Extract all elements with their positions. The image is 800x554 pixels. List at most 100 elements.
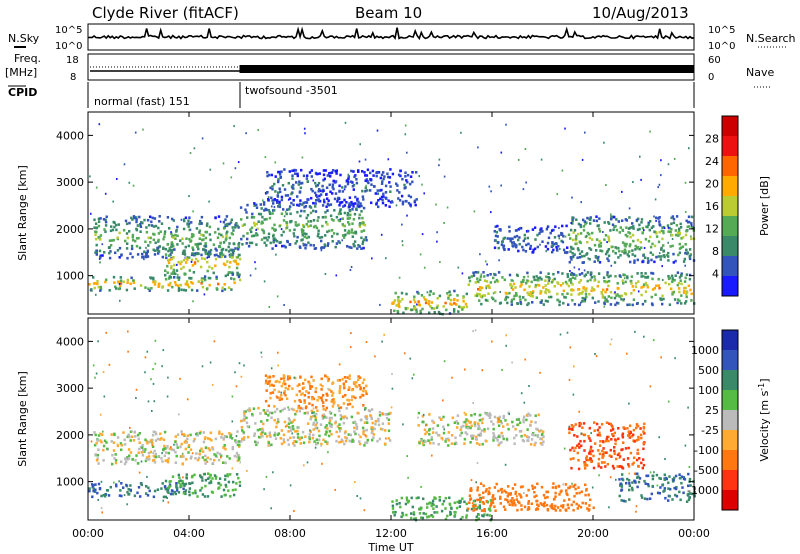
power-cell: [110, 225, 113, 228]
velocity-cell: [373, 427, 376, 431]
power-cell: [105, 215, 108, 219]
velocity-cell: [387, 418, 391, 422]
power-cell: [317, 189, 320, 193]
power-cell: [621, 228, 624, 232]
power-cell: [350, 228, 354, 231]
velocity-cell: [412, 513, 416, 516]
velocity-cell: [343, 431, 347, 435]
velocity-cell: [570, 466, 573, 470]
velocity-cell: [96, 457, 99, 460]
power-cell: [655, 255, 658, 259]
power-cell: [174, 281, 177, 284]
power-cell: [510, 300, 513, 303]
power-cell: [354, 230, 357, 234]
velocity-cell: [378, 414, 382, 417]
velocity-cell: [136, 462, 140, 465]
power-cell: [326, 209, 329, 212]
velocity-cell: [534, 441, 537, 445]
velocity-cell: [217, 458, 221, 462]
power-speck: [690, 235, 692, 238]
power-cell: [201, 257, 204, 260]
power-cell: [204, 236, 208, 240]
power-cell: [304, 201, 307, 204]
power-cell: [130, 247, 134, 251]
velocity-colorbar-segment: [722, 410, 738, 430]
power-cell: [561, 240, 565, 244]
power-cell: [682, 260, 686, 263]
power-cell: [530, 292, 533, 295]
power-speck: [579, 303, 581, 306]
power-cell: [515, 244, 518, 247]
velocity-cell: [600, 423, 604, 426]
power-cell: [200, 222, 203, 225]
power-cell: [660, 255, 663, 258]
power-cell: [324, 234, 327, 237]
power-cell: [204, 250, 207, 254]
power-cell: [453, 308, 456, 311]
power-cell: [640, 275, 643, 278]
power-cell: [135, 216, 138, 219]
power-cell: [265, 217, 268, 221]
velocity-cell: [465, 516, 468, 519]
velocity-colorbar-segment: [722, 390, 738, 410]
velocity-cell: [284, 393, 287, 397]
velocity-cell: [514, 492, 517, 496]
power-cell: [586, 216, 589, 220]
freq-series-dense: [239, 65, 694, 73]
beam-title: Beam 10: [355, 4, 422, 22]
velocity-cell: [527, 488, 530, 492]
velocity-cell: [438, 496, 441, 499]
power-cell: [646, 285, 650, 289]
velocity-speck: [412, 373, 415, 376]
power-cell: [154, 224, 158, 228]
velocity-cell: [554, 495, 557, 498]
velocity-cell: [199, 489, 202, 492]
velocity-cell: [209, 473, 212, 477]
power-cell: [245, 211, 248, 214]
power-cell: [453, 302, 456, 305]
power-cell: [404, 171, 407, 175]
velocity-cell: [292, 442, 295, 445]
velocity-cell: [303, 411, 306, 415]
power-cell: [177, 278, 181, 281]
power-cell: [346, 211, 350, 215]
velocity-cell: [499, 502, 502, 505]
velocity-cell: [459, 434, 462, 437]
velocity-cell: [675, 494, 679, 498]
velocity-cell: [489, 413, 492, 417]
velocity-speck: [101, 511, 103, 514]
power-cell: [241, 243, 244, 246]
velocity-cell: [512, 499, 515, 502]
velocity-cell: [536, 482, 539, 486]
velocity-cell: [272, 375, 275, 378]
power-cell: [217, 227, 220, 231]
power-speck: [145, 246, 147, 249]
power-cell: [661, 226, 664, 229]
velocity-cell: [290, 421, 293, 424]
velocity-colorbar-label: Velocity [m s-1]: [757, 378, 771, 461]
power-cell: [170, 266, 173, 270]
velocity-speck: [90, 440, 93, 443]
power-speck: [406, 151, 408, 154]
power-cell: [361, 240, 365, 243]
power-cell: [457, 305, 461, 308]
velocity-cell: [584, 502, 587, 505]
velocity-cell: [237, 458, 241, 461]
velocity-cell: [492, 434, 496, 437]
velocity-cell: [536, 507, 540, 511]
power-cell: [508, 225, 511, 229]
velocity-speck: [151, 444, 154, 447]
power-cell: [535, 278, 538, 282]
power-cell: [352, 218, 356, 221]
power-cell: [180, 260, 183, 264]
power-cell: [328, 172, 331, 175]
velocity-cell: [241, 437, 244, 441]
velocity-speck: [476, 462, 479, 465]
velocity-cell: [296, 384, 299, 388]
power-cell: [684, 276, 687, 280]
power-cell: [628, 226, 632, 230]
velocity-cell: [613, 452, 616, 456]
velocity-cell: [621, 435, 625, 439]
velocity-cell: [626, 427, 629, 430]
velocity-cell: [275, 421, 279, 425]
